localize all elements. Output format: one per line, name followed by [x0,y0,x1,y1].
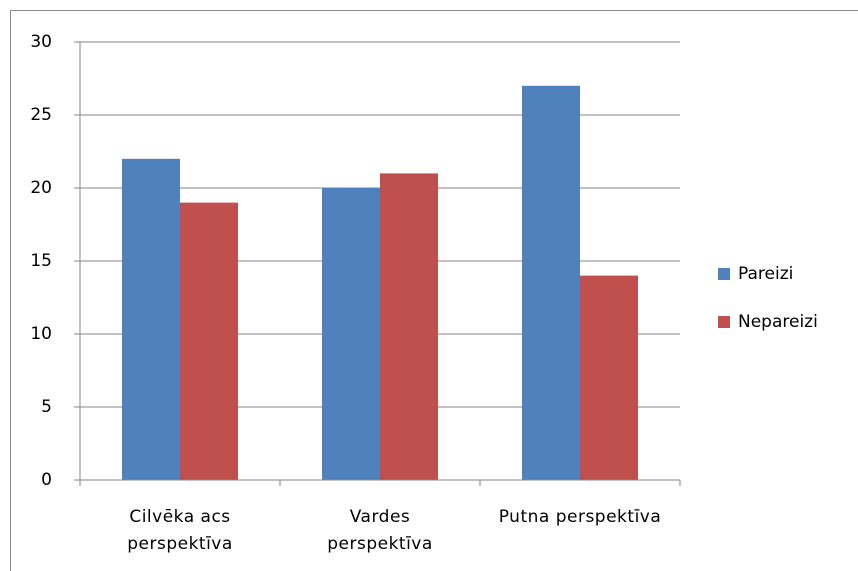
legend-label: Pareizi [738,264,793,284]
bar [380,173,438,480]
x-tick-label: Vardes perspektīva [327,507,433,554]
bar [322,188,380,480]
y-tick-label: 5 [41,397,52,417]
y-tick-label: 0 [41,470,52,490]
bar [580,275,638,480]
y-tick-label: 30 [30,32,52,52]
y-tick-label: 25 [30,105,52,125]
x-tick-label: Putna perspektīva [498,507,662,527]
chart-frame [10,10,858,571]
y-tick-label: 20 [30,178,52,198]
x-tick-label: Cilvēka acs perspektīva [127,507,233,554]
legend-label: Nepareizi [738,312,818,332]
bar [122,158,180,481]
legend-swatch [718,316,730,328]
bar [522,85,580,481]
y-tick-label: 15 [30,251,52,271]
legend-swatch [718,268,730,280]
bar [180,202,238,480]
y-tick-label: 10 [30,324,52,344]
